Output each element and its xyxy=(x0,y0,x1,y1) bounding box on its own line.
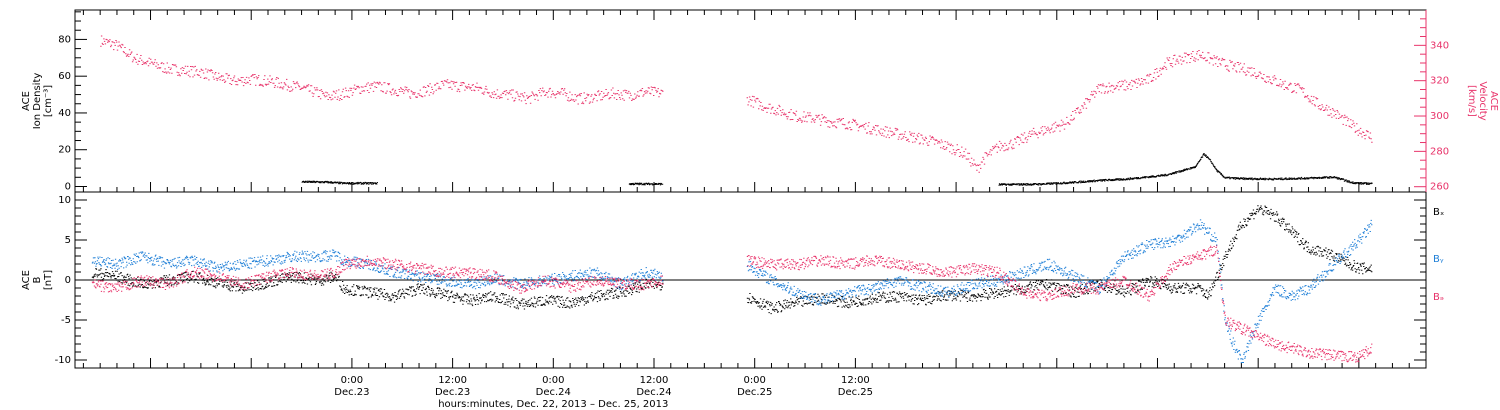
velocity-axis-label: [km/s] xyxy=(1466,85,1477,117)
field-axis-label: ACE xyxy=(21,270,32,290)
velocity-series xyxy=(100,35,1373,173)
x-tick-date-label: Dec.24 xyxy=(536,387,571,398)
velocity-tick-label: 300 xyxy=(1430,111,1449,122)
x-tick-date-label: Dec.23 xyxy=(435,387,470,398)
legend-entry-bz: Bₔ xyxy=(1433,292,1444,303)
field-axis-label: B xyxy=(32,276,43,283)
velocity-tick-label: 340 xyxy=(1430,40,1449,51)
field-tick-label: 5 xyxy=(65,235,71,246)
x-tick-time-label: 12:00 xyxy=(640,375,669,386)
legend-entry-bx: Bₓ xyxy=(1433,207,1444,218)
x-tick-date-label: Dec.23 xyxy=(334,387,369,398)
density-velocity-panel-frame xyxy=(74,9,1427,193)
density-tick-label: 20 xyxy=(58,145,71,156)
x-tick-time-label: 12:00 xyxy=(841,375,870,386)
legend-entry-by: Bᵧ xyxy=(1433,254,1444,265)
density-tick-label: 0 xyxy=(65,181,71,192)
density-axis-label: [cm⁻³] xyxy=(43,85,54,117)
density-tick-label: 40 xyxy=(58,108,71,119)
field-axis-label: [nT] xyxy=(43,270,54,290)
velocity-axis-label: ACE xyxy=(1488,91,1499,111)
density-series xyxy=(301,153,1373,186)
density-tick-label: 60 xyxy=(58,71,71,82)
x-tick-time-label: 0:00 xyxy=(743,375,765,386)
x-tick-date-label: Dec.25 xyxy=(737,387,772,398)
density-axis-label: Ion Density xyxy=(32,73,43,130)
density-tick-label: 80 xyxy=(58,34,71,45)
velocity-tick-label: 320 xyxy=(1430,76,1449,87)
x-tick-date-label: Dec.24 xyxy=(636,387,671,398)
field-tick-label: 10 xyxy=(58,195,71,206)
by-series xyxy=(91,219,1373,364)
field-tick-label: -5 xyxy=(61,315,71,326)
bz-series xyxy=(91,245,1373,363)
field-tick-label: -10 xyxy=(55,355,71,366)
x-tick-time-label: 0:00 xyxy=(341,375,363,386)
x-axis-label: hours:minutes, Dec. 22, 2013 – Dec. 25, … xyxy=(438,399,668,410)
x-tick-time-label: 0:00 xyxy=(542,375,564,386)
bx-series xyxy=(91,205,1373,315)
x-tick-time-label: 12:00 xyxy=(438,375,467,386)
velocity-tick-label: 260 xyxy=(1430,182,1449,193)
x-tick-date-label: Dec.25 xyxy=(838,387,873,398)
field-tick-label: 0 xyxy=(65,275,71,286)
velocity-tick-label: 280 xyxy=(1430,146,1449,157)
density-axis-label: ACE xyxy=(21,91,32,111)
velocity-axis-label: Velocity xyxy=(1477,81,1488,120)
